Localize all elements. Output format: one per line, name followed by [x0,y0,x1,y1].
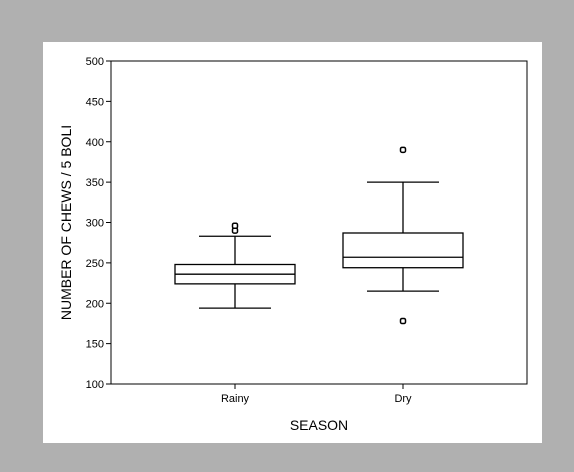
y-tick-label: 450 [86,96,104,108]
outlier-point [399,317,407,325]
x-tick-label: Dry [394,393,412,405]
y-tick-label: 100 [86,379,104,391]
x-tick-label: Rainy [221,393,250,405]
iqr-box [342,232,464,269]
y-tick-label: 250 [86,258,104,270]
x-axis-label: SEASON [290,417,348,433]
outlier-point [399,146,407,154]
plot-area [110,60,528,385]
box-series [174,146,464,325]
y-tick-label: 400 [86,137,104,149]
y-axis: 100 150 200 250 300 350 400 450 500 [86,56,111,391]
y-tick-label: 300 [86,218,104,230]
y-tick-label: 500 [86,56,104,68]
box-dry [342,146,464,325]
y-tick-label: 150 [86,339,104,351]
y-tick-label: 350 [86,177,104,189]
outlier-point [231,222,239,229]
y-tick-label: 200 [86,298,104,310]
chart-panel [43,42,542,443]
y-axis-label: NUMBER OF CHEWS / 5 BOLI [58,125,74,320]
x-axis: Rainy Dry [221,384,412,405]
box-rainy [174,222,296,309]
